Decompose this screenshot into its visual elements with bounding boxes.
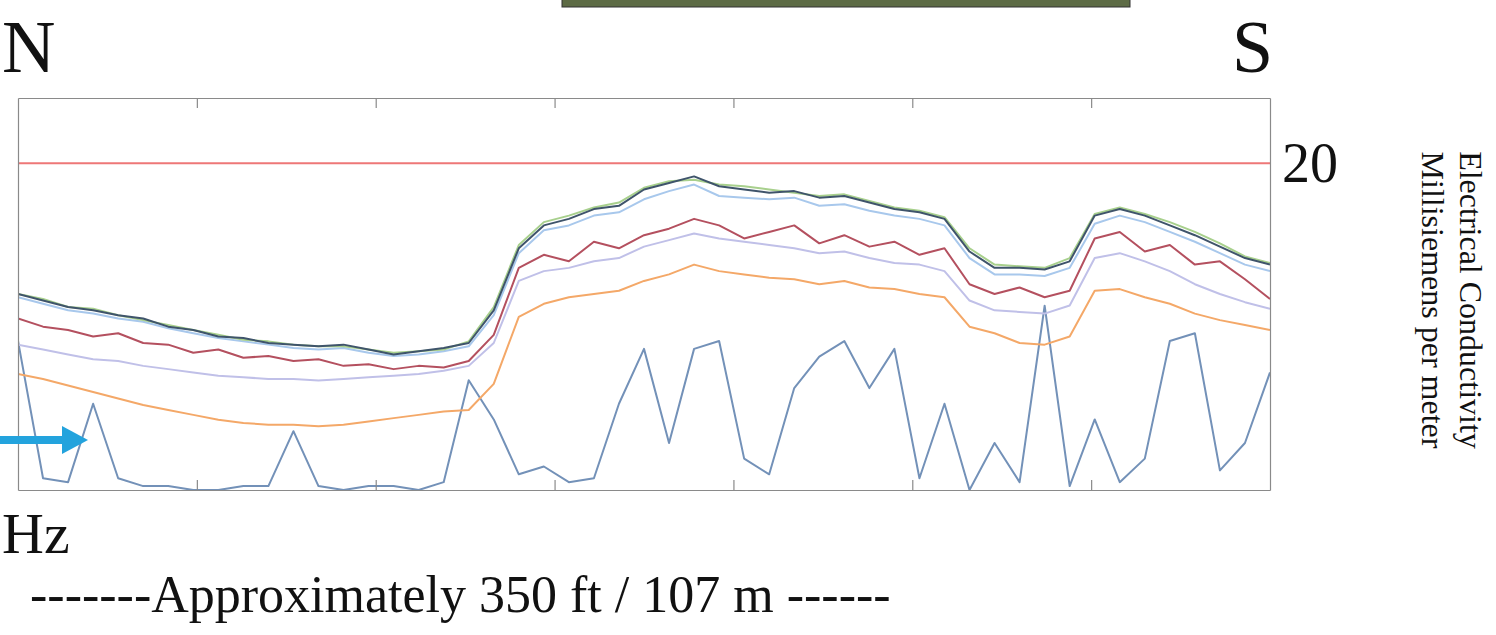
tick [912,480,913,490]
axis-line [19,98,1271,99]
tick-mark [554,98,555,108]
axis-title: Millisiemens per meter [1415,152,1451,449]
axis-title: Electrical Conductivity [1453,151,1489,449]
axis-line [19,490,1271,491]
direction-label: S [1232,6,1273,88]
tick-mark [733,480,734,490]
series-line [18,176,1270,354]
tick-mark [733,98,734,108]
x-axis-bottom [19,480,1271,491]
series-line [18,185,1270,356]
direction-label: N [2,6,55,88]
axis-line [1270,99,1271,491]
tick-mark [912,480,913,490]
photo-fragment [562,0,1130,7]
tick [376,98,377,108]
tick-mark [912,98,913,108]
tick-mark [197,98,198,108]
tick [733,480,734,490]
tick [1091,98,1092,108]
series-line [18,234,1270,381]
axis-title: -------Approximately 350 ft / 107 m ----… [30,566,891,623]
tick [733,98,734,108]
tick [555,98,556,108]
tick [197,480,198,490]
tick-mark [376,480,377,490]
tick-mark [197,480,198,490]
arrow-head [62,426,88,454]
tick-mark [554,480,555,490]
tick [197,98,198,108]
arrow-shaft [0,436,66,444]
tick [555,480,556,490]
series-line [18,219,1270,369]
tick [376,480,377,490]
series-line [18,180,1270,353]
y2-axis [18,99,19,491]
series-line [18,265,1270,427]
plot-area [18,163,1270,490]
axis-line [18,99,19,491]
chart: 20 N S Electrical ConductivityMillisiemens … [0,0,1496,635]
series-line [18,162,1270,164]
x-axis-top [19,98,1271,108]
tick-label: 20 [1282,132,1338,194]
tick [1091,480,1092,490]
tick-mark [1091,98,1092,108]
tick-mark [1091,480,1092,490]
tick [912,98,913,108]
tick: 20 [1270,132,1338,194]
tick-mark [376,98,377,108]
axis-title: Hz [2,501,70,566]
y-axis: 20 [1270,99,1338,491]
